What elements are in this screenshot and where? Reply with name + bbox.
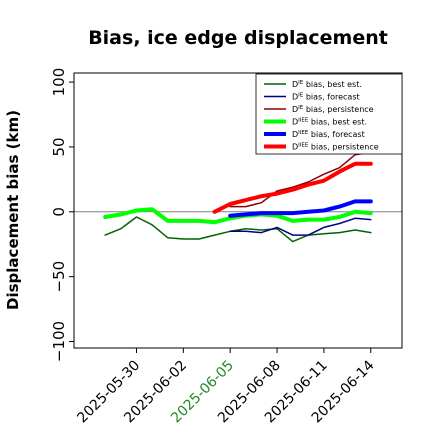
series-line-1 — [229, 217, 372, 236]
y-tick-label: −50 — [50, 261, 68, 293]
series-line-5 — [212, 161, 373, 214]
series-line-2 — [229, 151, 372, 208]
series-line-4 — [228, 199, 373, 218]
y-tick-label: 100 — [50, 68, 68, 97]
y-tick-label: 0 — [50, 207, 68, 217]
y-axis-label: Displacement bias (km) — [4, 110, 22, 310]
chart-title: Bias, ice edge displacement — [88, 27, 388, 49]
series-layer — [103, 151, 373, 243]
x-axis: 2025-05-302025-06-022025-06-052025-06-08… — [74, 348, 378, 426]
legend-label: DIIEE bias, forecast — [292, 130, 365, 139]
legend-label: DIIEE bias, best est. — [292, 118, 367, 127]
legend-label: DIIEE bias, persistence — [292, 143, 379, 152]
legend-label: DIE bias, best est. — [292, 80, 362, 89]
y-axis: −100 −50 0 50 100 — [50, 68, 74, 362]
y-tick-label: −100 — [50, 321, 68, 362]
series-line-0 — [104, 216, 372, 243]
plot-frame — [73, 72, 403, 349]
legend-box — [255, 73, 403, 155]
legend-label: DIE bias, forecast — [292, 93, 360, 102]
legend: DIE bias, best est. DIE bias, forecast DIE… — [255, 73, 403, 155]
y-tick-label: 50 — [50, 137, 68, 156]
legend-label: DIE bias, persistence — [292, 105, 374, 114]
